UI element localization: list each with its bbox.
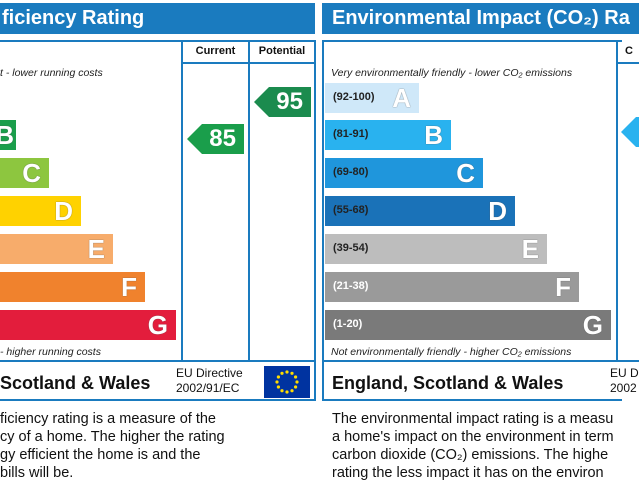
current-rating-arrow [187,124,244,154]
potential-column-header: Potential [258,45,306,57]
desc-line: cy of a home. The higher the rating [0,429,225,445]
desc-line: gy efficient the home is and the [0,447,201,463]
energy-band-f: F [0,272,145,302]
energy-bottom-note: - higher running costs [0,346,101,358]
potential-col-divider [248,40,250,362]
env-band-c: (69-80) C [325,158,483,188]
energy-band-g: G [0,310,176,340]
env-current-column-header: C [625,45,633,57]
band-letter: D [54,196,73,226]
band-letter: B [0,120,14,150]
energy-band-e: E [0,234,113,264]
env-header-row-divider [616,62,639,64]
env-band-d: (55-68) D [325,196,515,226]
energy-description: ficiency rating is a measure of the cy o… [0,410,225,482]
current-column-header: Current [195,45,236,57]
desc-line: The environmental impact rating is a mea… [332,411,614,427]
band-letter: C [22,158,41,188]
band-range: (81-91) [333,128,369,140]
env-band-b: (81-91) B [325,120,451,150]
band-letter: G [147,310,168,340]
energy-directive: EU Directive 2002/91/EC [176,366,243,396]
energy-band-c: C [0,158,49,188]
env-footer-region: England, Scotland & Wales [332,373,564,393]
potential-rating-arrow [254,87,311,117]
band-letter: D [488,196,507,226]
band-letter: B [424,120,443,150]
desc-line: carbon dioxide (CO₂) emissions. The high… [332,447,609,463]
env-current-col-divider [616,40,618,362]
env-current-rating-arrow [621,117,639,147]
energy-chart-frame [0,40,316,401]
band-range: (92-100) [333,91,375,103]
env-top-note: Very environmentally friendly - lower CO… [331,67,573,79]
band-letter: F [121,272,137,302]
env-band-g: (1-20) G [325,310,611,340]
energy-band-d: D [0,196,81,226]
band-range: (1-20) [333,318,363,330]
environmental-chart-frame [322,40,622,401]
band-letter: C [456,158,475,188]
env-directive: EU Dir 2002 [610,366,639,396]
environmental-panel-title: Environmental Impact (CO₂) Ra [322,3,639,34]
directive-line-1: EU Dir [610,366,639,380]
band-range: (21-38) [333,280,369,292]
desc-line: bills will be. [0,465,74,481]
band-range: (69-80) [333,166,369,178]
env-bottom-note: Not environmentally friendly - higher CO… [331,346,572,358]
band-range: (55-68) [333,204,369,216]
desc-line: ficiency rating is a measure of the [0,411,216,427]
band-letter: E [87,234,105,264]
band-letter: E [521,234,539,264]
current-rating-value: 85 [209,125,236,152]
header-row-divider [181,62,314,64]
band-letter: F [555,272,571,302]
energy-band-b: B [0,120,16,150]
directive-line-1: EU Directive [176,366,243,380]
band-range: (39-54) [333,242,369,254]
energy-top-note: t - lower running costs [0,67,103,79]
eu-flag-icon [264,366,310,398]
environmental-impact-panel: Environmental Impact (CO₂) Ra C Very env… [322,0,639,480]
env-band-e: (39-54) E [325,234,547,264]
band-letter: G [582,310,603,340]
env-band-f: (21-38) F [325,272,579,302]
current-col-divider [181,40,183,362]
desc-line: rating the less impact it has on the env… [332,465,604,480]
energy-panel-title: ficiency Rating [0,3,315,34]
env-band-a: (92-100) A [325,83,419,113]
env-footer-row-divider [322,360,639,362]
desc-line: a home's impact on the environment in te… [332,429,614,445]
energy-footer-region: Scotland & Wales [0,373,151,393]
band-letter: A [392,83,411,113]
env-description: The environmental impact rating is a mea… [332,410,614,480]
directive-line-2: 2002/91/EC [176,381,240,395]
potential-rating-value: 95 [276,88,303,115]
energy-efficiency-panel: ficiency Rating Current Potential t - lo… [0,0,318,482]
footer-row-divider [0,360,316,362]
directive-line-2: 2002 [610,381,637,395]
